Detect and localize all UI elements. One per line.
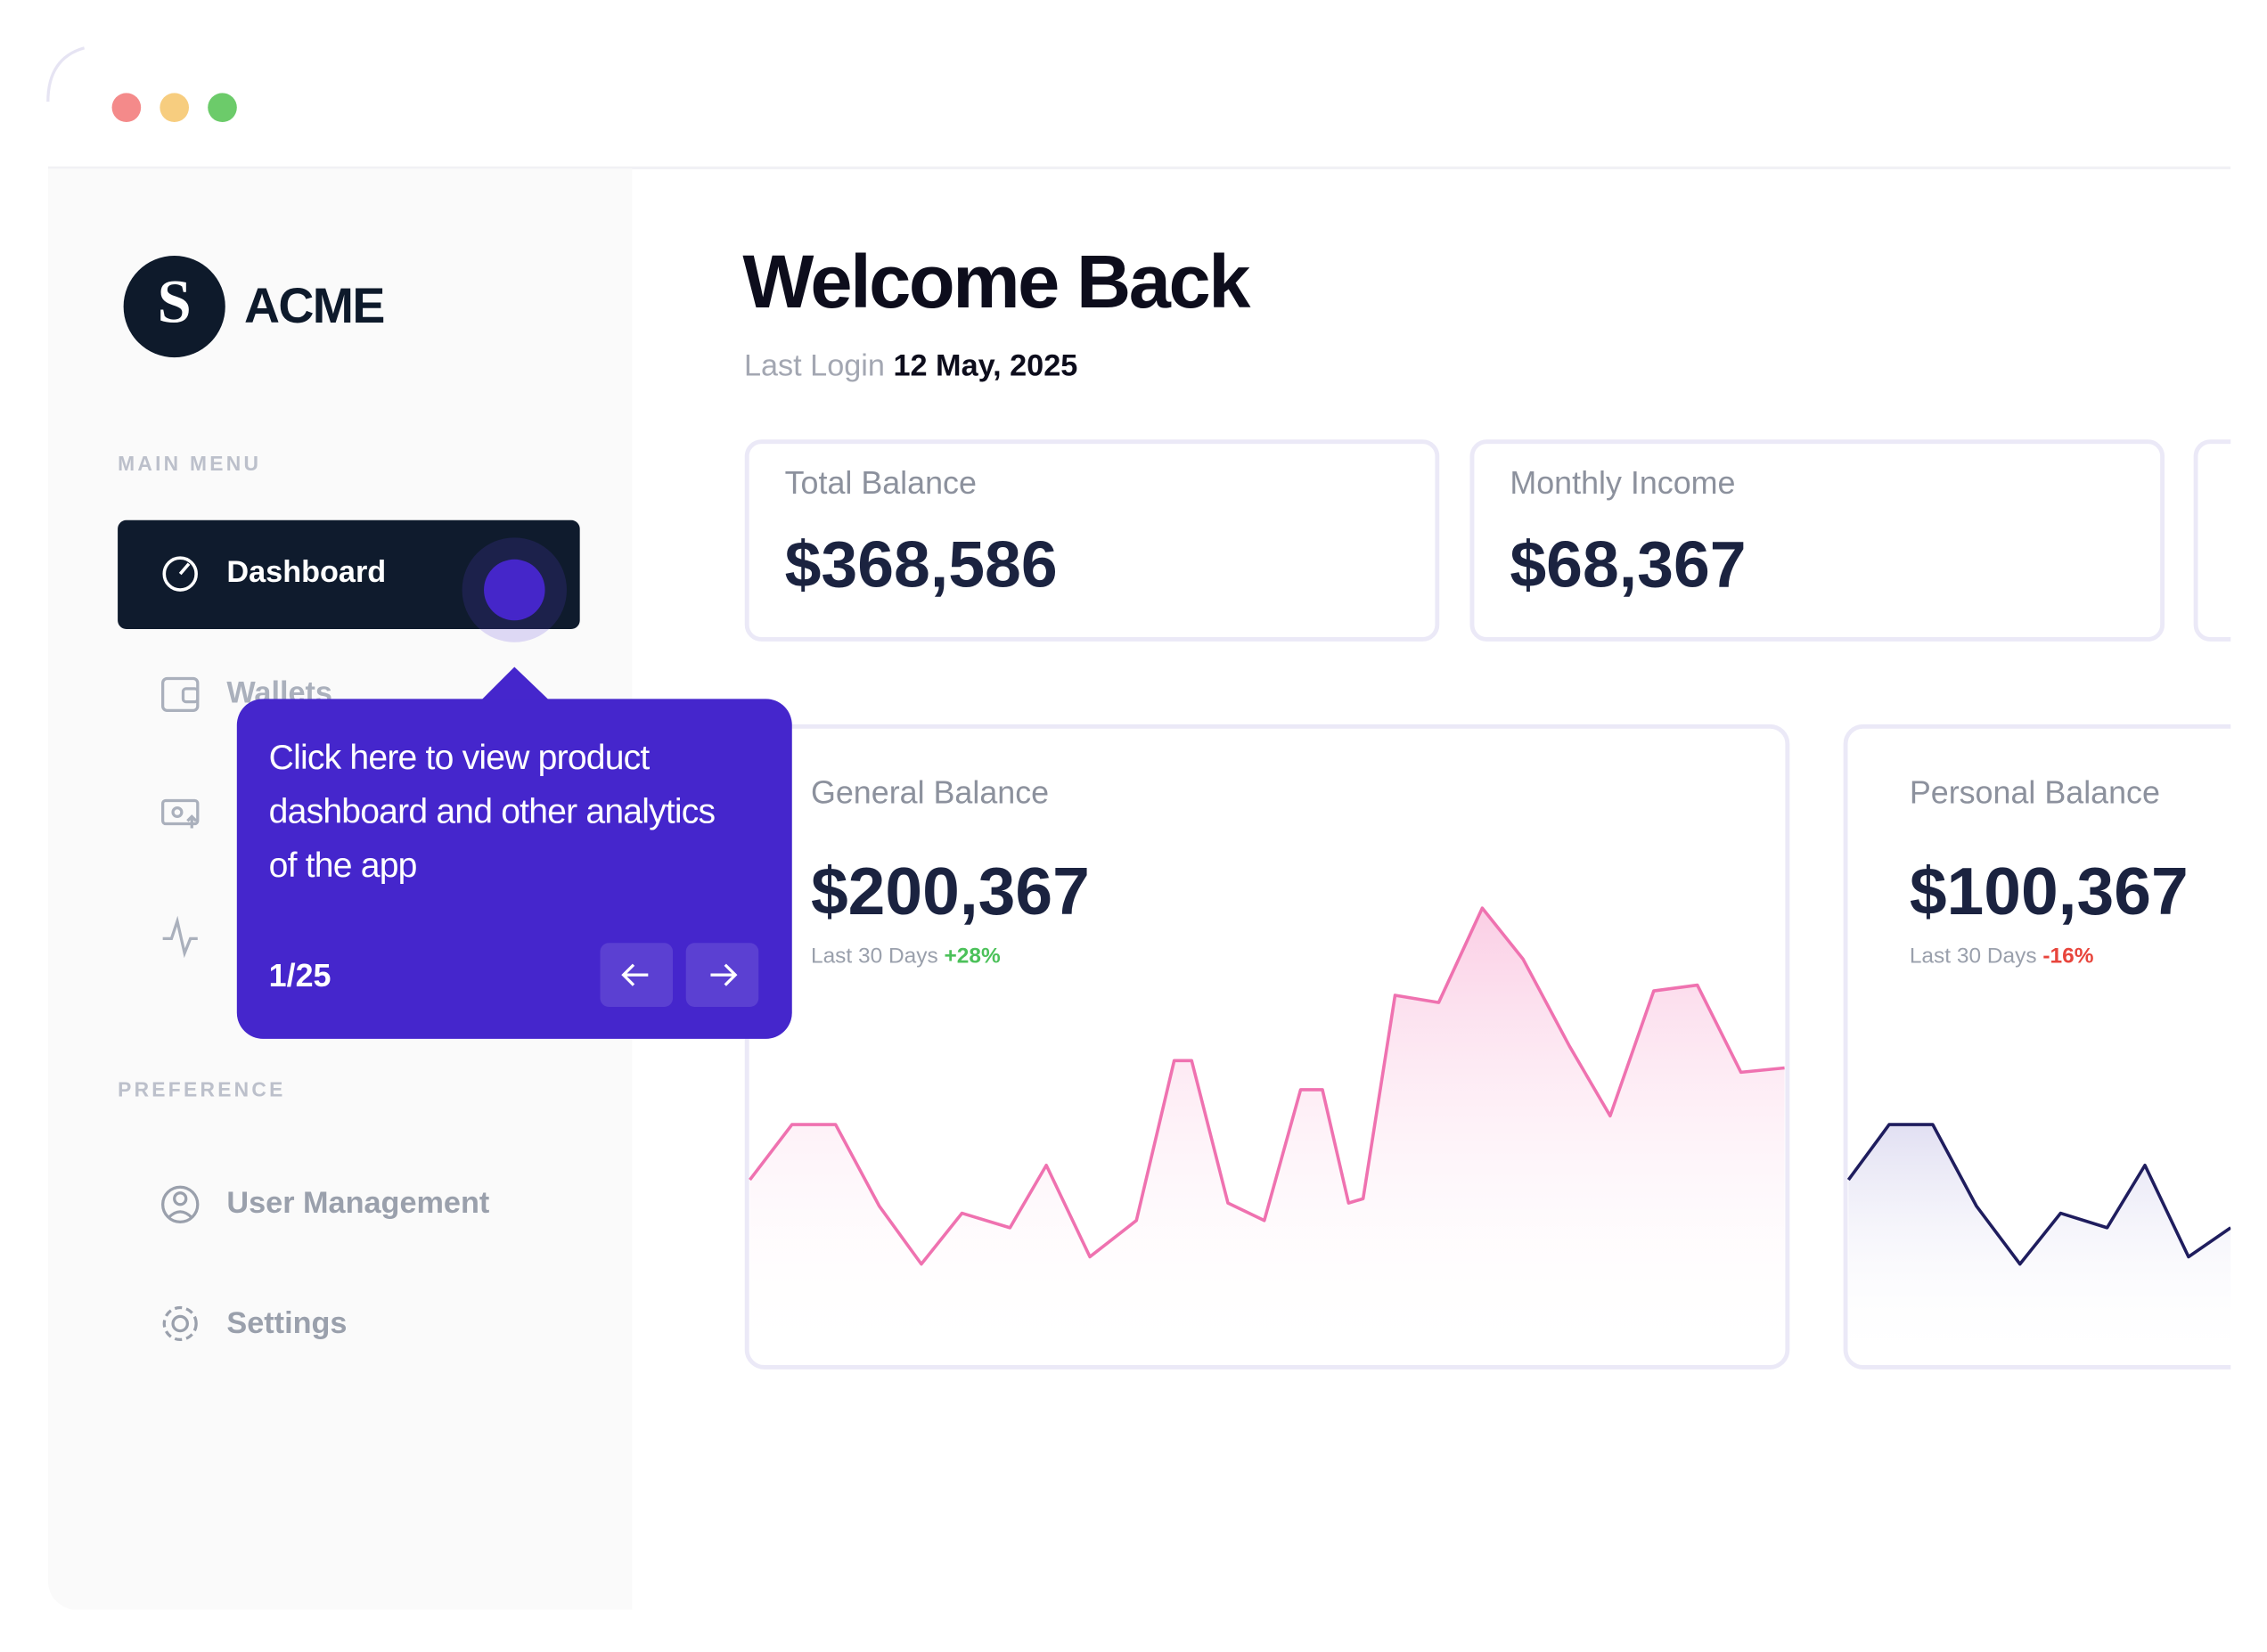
transfer-icon bbox=[161, 798, 200, 829]
window-corner bbox=[46, 46, 86, 102]
last-login: Last Login 12 May, 2025 bbox=[744, 349, 1077, 383]
sparkline bbox=[749, 906, 1785, 1266]
tooltip-text: dashboard and other analytics bbox=[269, 792, 716, 830]
next-arrow bbox=[710, 963, 738, 986]
logo bbox=[123, 255, 225, 358]
sparkline bbox=[1846, 1123, 2231, 1266]
change: -16% bbox=[2042, 945, 2093, 969]
page-title: Welcome Back bbox=[742, 239, 1251, 323]
activity-icon bbox=[162, 915, 198, 959]
tooltip-text: of the app bbox=[269, 846, 417, 885]
prev-arrow bbox=[621, 963, 649, 986]
settings-icon bbox=[162, 1305, 198, 1342]
stat-value: $68,367 bbox=[1510, 528, 1746, 601]
balance-change: Last 30 Days +28% bbox=[811, 945, 1001, 969]
stat-label: Monthly Income bbox=[1510, 465, 1735, 501]
balance-label: General Balance bbox=[811, 774, 1049, 810]
stat-card bbox=[2193, 439, 2231, 642]
last-login-date: 12 May, 2025 bbox=[893, 349, 1077, 383]
balance-card bbox=[1843, 724, 2231, 1370]
close-dot[interactable] bbox=[111, 93, 142, 122]
balance-value: $200,367 bbox=[811, 854, 1090, 928]
menu-section-title: MAIN MENU bbox=[118, 452, 261, 475]
menu-section-title: PREFERENCE bbox=[118, 1078, 286, 1101]
menu-item-label[interactable]: Dashboard bbox=[226, 555, 386, 589]
balance-change: Last 30 Days -16% bbox=[1910, 945, 2094, 969]
sparkline-area bbox=[749, 908, 1785, 1363]
wallet-icon bbox=[161, 676, 200, 712]
stat-label: Total Balance bbox=[785, 465, 977, 501]
logo-letter: S bbox=[158, 267, 192, 335]
period: Last 30 Days bbox=[1910, 945, 2037, 969]
menu-item-label[interactable]: Settings bbox=[226, 1306, 347, 1340]
tooltip bbox=[236, 699, 792, 1039]
change: +28% bbox=[945, 945, 1001, 969]
stat-value: $368,586 bbox=[785, 528, 1058, 601]
window: S ACME MAIN MENU Dashboard Wallets PREFE… bbox=[47, 47, 2231, 1610]
minimize-dot[interactable] bbox=[160, 93, 189, 122]
brand-name: ACME bbox=[244, 278, 384, 333]
hotspot[interactable] bbox=[484, 559, 545, 621]
menu-item-active[interactable] bbox=[118, 519, 580, 630]
menu-item-label[interactable]: User Management bbox=[226, 1186, 489, 1220]
stat-card bbox=[1469, 439, 2165, 642]
balance-value: $100,367 bbox=[1910, 854, 2189, 928]
tooltip-step: 1/25 bbox=[269, 958, 331, 994]
tooltip-pointer bbox=[480, 667, 550, 700]
balance-label: Personal Balance bbox=[1910, 774, 2160, 810]
tooltip-text: Click here to view product bbox=[269, 739, 651, 777]
dashboard-icon bbox=[162, 556, 198, 592]
last-login-label: Last Login bbox=[744, 349, 885, 383]
stat-card bbox=[744, 439, 1440, 642]
period: Last 30 Days bbox=[811, 945, 938, 969]
user-icon bbox=[161, 1185, 200, 1223]
maximize-dot[interactable] bbox=[208, 93, 237, 122]
